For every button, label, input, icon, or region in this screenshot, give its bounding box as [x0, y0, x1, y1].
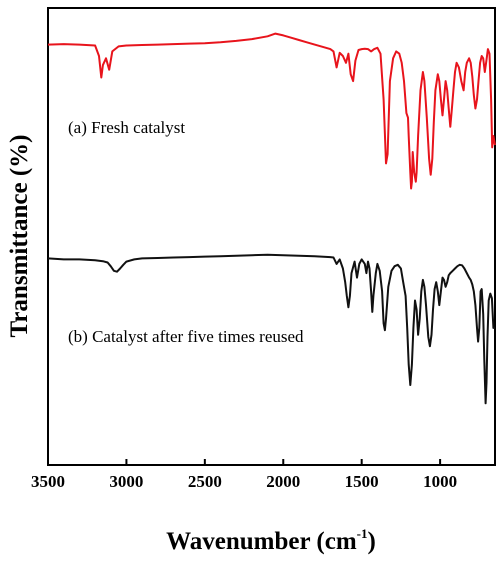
plot-area: [47, 7, 496, 466]
series-line-1: [47, 253, 495, 405]
x-ticks: 3500 3000 2500 2000 1500 1000: [31, 459, 457, 491]
y-axis-label: Transmittance (%): [6, 135, 33, 338]
x-tick-label: 2000: [266, 472, 300, 491]
x-axis-label-superscript: -1: [357, 526, 368, 541]
annotation-reused-catalyst: (b) Catalyst after five times reused: [68, 327, 304, 346]
x-tick-label: 1000: [423, 472, 457, 491]
x-tick-label: 3000: [109, 472, 143, 491]
x-axis-label-close: ): [368, 528, 376, 555]
x-tick-label: 3500: [31, 472, 65, 491]
series-group: [47, 32, 496, 405]
x-tick-label: 2500: [188, 472, 222, 491]
series-line-0: [47, 32, 496, 190]
x-tick-label: 1500: [345, 472, 379, 491]
annotation-fresh-catalyst: (a) Fresh catalyst: [68, 118, 185, 137]
plot-frame: [47, 7, 496, 466]
x-axis-label: Wavenumber (cm-1): [166, 526, 376, 555]
x-axis-label-main: Wavenumber (cm: [166, 528, 357, 555]
